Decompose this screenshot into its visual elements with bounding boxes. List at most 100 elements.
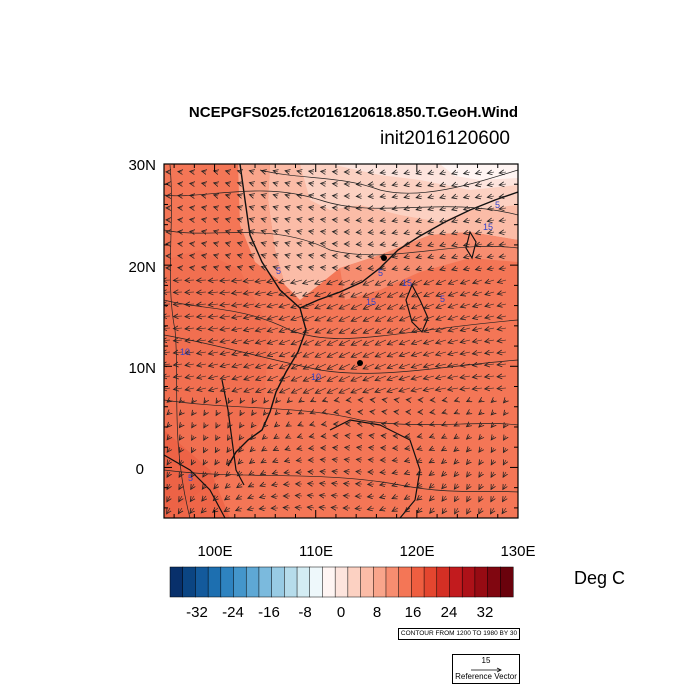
wind-arrow [255, 292, 267, 294]
wind-arrow [327, 339, 339, 345]
wind-arrow [280, 387, 291, 393]
wind-arrow [322, 424, 326, 425]
wind-arrow [167, 472, 170, 477]
colorbar-label: 16 [404, 604, 422, 621]
wind-arrow [388, 303, 399, 309]
wind-arrow [428, 184, 435, 186]
wind-arrow [287, 400, 290, 403]
wind-arrow [232, 304, 243, 306]
wind-arrow [392, 484, 399, 486]
wind-arrow [430, 412, 434, 413]
wind-arrow [255, 280, 267, 282]
wind-arrow [295, 496, 303, 497]
wind-arrow [291, 316, 303, 320]
wind-arrow [487, 268, 495, 269]
wind-arrow [387, 339, 399, 345]
wind-arrow [440, 196, 447, 198]
wind-arrow [399, 388, 411, 391]
wind-arrow [178, 507, 182, 514]
wind-arrow [244, 328, 255, 331]
wind-arrow [164, 388, 171, 389]
wind-arrow [252, 412, 254, 415]
wind-arrow [411, 364, 423, 368]
wind-arrow [491, 412, 494, 415]
wind-arrow [363, 375, 375, 381]
wind-arrow [334, 400, 338, 401]
wind-arrow [461, 280, 471, 284]
wind-arrow [411, 376, 423, 379]
wind-arrow [363, 351, 375, 357]
wind-arrow [315, 280, 327, 284]
wind-arrow [363, 291, 375, 297]
wind-arrow [430, 508, 434, 513]
wind-arrow [380, 244, 387, 245]
wind-arrow [190, 495, 194, 502]
wind-arrow [320, 471, 327, 472]
wind-arrow [267, 292, 279, 295]
wind-arrow [497, 340, 507, 341]
wind-arrow [327, 327, 339, 333]
wind-arrow [448, 280, 459, 284]
wind-arrow [416, 184, 423, 186]
wind-arrow [303, 327, 315, 333]
wind-arrow [358, 424, 362, 425]
wind-arrow [201, 508, 206, 513]
wind-arrow [417, 508, 422, 513]
wind-arrow [442, 424, 446, 426]
wind-arrow [310, 412, 314, 413]
wind-arrow [485, 388, 495, 389]
wind-arrow [380, 172, 387, 173]
wind-arrow [309, 243, 314, 244]
colorbar-swatch [385, 566, 400, 598]
wind-arrow [417, 448, 422, 450]
wind-arrow [473, 292, 483, 295]
wind-arrow [291, 351, 303, 357]
wind-arrow [455, 507, 458, 514]
wind-arrow [404, 496, 411, 499]
wind-arrow [504, 400, 507, 403]
wind-arrow [351, 291, 363, 297]
wind-arrow [452, 244, 459, 246]
wind-arrow [225, 484, 230, 488]
wind-arrow [309, 195, 314, 196]
wind-arrow [309, 207, 314, 208]
wind-arrow [418, 424, 422, 425]
wind-arrow [356, 472, 363, 473]
wind-arrow [448, 340, 459, 343]
wind-arrow [367, 508, 375, 510]
wind-arrow [472, 364, 483, 366]
contour-label: 15 [483, 222, 493, 232]
wind-arrow [225, 496, 230, 500]
wind-arrow [268, 387, 279, 393]
wind-arrow [197, 328, 207, 329]
wind-arrow [202, 243, 206, 244]
wind-arrow [285, 267, 290, 268]
wind-arrow [485, 304, 495, 306]
wind-arrow [220, 292, 231, 293]
colorbar-swatch [500, 566, 514, 598]
wind-arrow [392, 472, 399, 473]
wind-arrow [173, 304, 183, 305]
wind-arrow [380, 196, 387, 197]
wind-arrow [345, 436, 350, 437]
wind-arrow [204, 424, 206, 428]
wind-arrow [220, 364, 231, 367]
wind-arrow [442, 484, 446, 489]
wind-arrow [436, 364, 447, 367]
wind-arrow [261, 183, 266, 184]
wind-arrow [303, 387, 315, 393]
wind-arrow [214, 231, 218, 232]
wind-arrow [363, 327, 375, 333]
wind-arrow [327, 375, 339, 381]
wind-arrow [436, 376, 447, 379]
wind-arrow [213, 496, 218, 501]
wind-arrow [368, 256, 375, 257]
wind-arrow [190, 507, 194, 513]
wind-arrow [256, 376, 267, 380]
wind-arrow [279, 304, 291, 307]
wind-arrow [448, 328, 459, 331]
wind-arrow [440, 244, 447, 246]
wind-arrow [297, 448, 302, 449]
wind-arrow [267, 340, 279, 344]
wind-arrow [380, 496, 387, 498]
